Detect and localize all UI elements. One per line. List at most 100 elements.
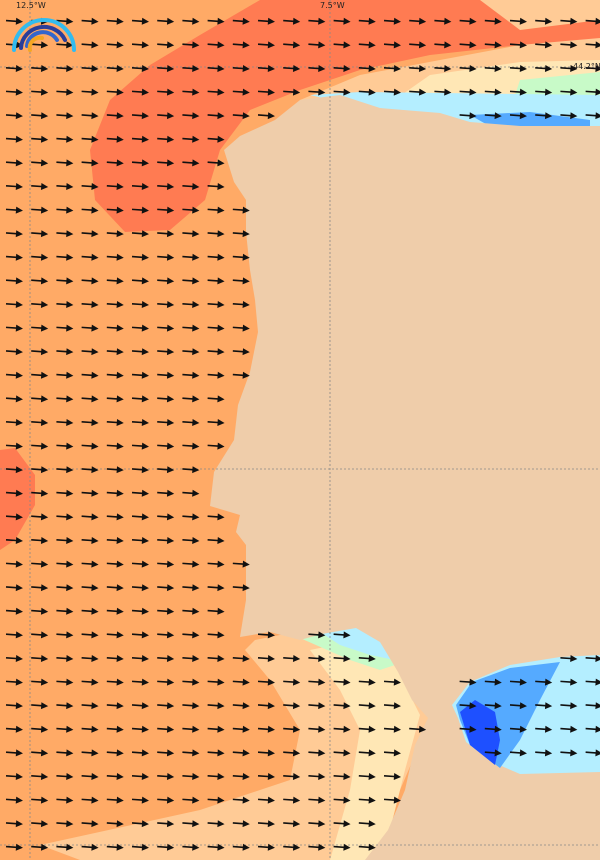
arrow [81,489,99,497]
arrow [585,88,600,96]
arrow [31,678,49,686]
arrow [157,230,175,238]
arrow [106,64,124,72]
arrow [157,324,175,332]
arrow [182,678,200,686]
arrow [182,135,200,143]
arrow [182,418,200,426]
arrow [207,796,225,804]
arrow [31,135,49,143]
arrow [106,749,124,757]
arrow [560,88,578,96]
arrow [81,159,99,167]
arrow [131,324,149,332]
arrow [283,88,301,96]
arrow [157,253,175,261]
arrow [409,64,427,72]
arrow [333,820,351,828]
arrow [5,820,23,828]
arrow [333,678,351,686]
wave-direction-arrows [5,17,600,851]
arrow [207,820,225,828]
arrow [157,64,175,72]
arrow [131,112,149,120]
arrow [81,64,99,72]
arrow [157,159,175,167]
arrow [5,253,23,261]
arrow [283,654,301,662]
arrow [358,749,376,757]
arrow [509,41,527,49]
arrow [232,41,250,49]
arrow [131,371,149,379]
arrow [560,64,578,72]
arrow [257,772,275,780]
arrow [283,678,301,686]
arrow [5,64,23,72]
arrow [232,560,250,568]
arrow [333,17,351,25]
arrow [56,536,74,544]
high-region-north [90,0,600,232]
arrow [207,513,225,521]
arrow [106,654,124,662]
arrow [409,88,427,96]
arrow [106,17,124,25]
arrow [207,607,225,615]
arrow [106,631,124,639]
arrow [157,395,175,403]
arrow [5,725,23,733]
arrow [81,182,99,190]
arrow [5,17,23,25]
arrow [207,560,225,568]
arrow [5,135,23,143]
arrow [182,88,200,96]
arrow [484,725,502,733]
lon-label-12-5w: 12.5°W [16,1,46,10]
arrow [333,843,351,851]
arrow [232,749,250,757]
arrow [56,418,74,426]
arrow [232,772,250,780]
arrow [131,466,149,474]
arrow [232,324,250,332]
arrow [484,678,502,686]
arrow [31,395,49,403]
arrow [283,702,301,710]
arrow [106,206,124,214]
arrow [5,536,23,544]
arrow [106,725,124,733]
arrow [207,300,225,308]
arrow [31,536,49,544]
arrow [131,513,149,521]
arrow [31,371,49,379]
arrow [207,749,225,757]
arrow [535,112,553,120]
arrow [308,843,326,851]
arrow [383,725,401,733]
arrow [459,678,477,686]
arrow [5,560,23,568]
arrow [81,654,99,662]
arrow [56,182,74,190]
arrow [182,536,200,544]
arrow [232,253,250,261]
arrow [232,112,250,120]
arrow [207,442,225,450]
arrow [308,749,326,757]
arrow [131,536,149,544]
arrow [131,300,149,308]
arrow [5,159,23,167]
arrow [106,159,124,167]
arrow [182,796,200,804]
arrow [232,300,250,308]
arrow [31,796,49,804]
arrow [560,725,578,733]
arrow [157,442,175,450]
arrow [157,135,175,143]
arrow [459,64,477,72]
light-region-ne [480,0,600,30]
arrow [5,513,23,521]
arrow [106,772,124,780]
